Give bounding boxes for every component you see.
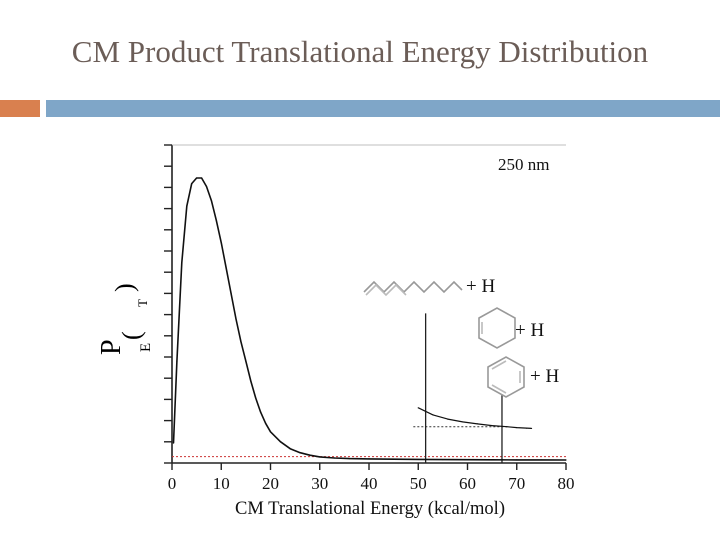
molecule-label-3: + H xyxy=(530,366,559,387)
data-point xyxy=(245,360,247,362)
molecule-label-2: + H xyxy=(515,320,544,341)
data-point xyxy=(432,414,434,416)
data-point xyxy=(279,441,281,443)
slide-title: CM Product Translational Energy Distribu… xyxy=(71,34,649,69)
data-series xyxy=(172,177,567,461)
x-axis-label: CM Translational Energy (kcal/mol) xyxy=(235,498,505,519)
data-point xyxy=(299,452,301,454)
data-point xyxy=(417,407,419,409)
data-point xyxy=(220,242,222,244)
svg-text:(: ( xyxy=(117,331,146,340)
data-point xyxy=(565,459,567,461)
data-point xyxy=(333,457,336,459)
data-point xyxy=(196,177,198,179)
data-point xyxy=(417,458,419,461)
data-point xyxy=(235,318,237,320)
data-point xyxy=(215,219,217,221)
svg-text:T: T xyxy=(135,299,150,307)
data-point xyxy=(176,360,178,362)
data-point xyxy=(540,459,542,461)
data-point xyxy=(516,459,518,461)
data-point xyxy=(260,411,262,413)
data-point xyxy=(172,442,175,444)
svg-text:P: P xyxy=(96,339,127,355)
data-point xyxy=(393,458,395,460)
x-tick-label-60: 60 xyxy=(459,474,476,493)
x-tick-label-30: 30 xyxy=(311,474,328,493)
data-point xyxy=(491,459,493,461)
linear-molecule-structure xyxy=(363,280,463,297)
x-tick-label-80: 80 xyxy=(558,474,575,493)
molecule-label-1: + H xyxy=(466,276,495,297)
reference-lines xyxy=(172,313,566,463)
data-point xyxy=(516,426,518,429)
data-point xyxy=(250,380,252,382)
cyclic-molecule-structure xyxy=(478,307,516,349)
x-tick-label-10: 10 xyxy=(213,474,230,493)
data-point xyxy=(264,422,267,424)
x-tick-label-0: 0 xyxy=(168,474,177,493)
data-point xyxy=(491,424,493,427)
y-ticks xyxy=(164,144,172,464)
data-point xyxy=(225,267,227,269)
data-point xyxy=(461,421,464,423)
data-point xyxy=(526,427,528,429)
data-point xyxy=(348,457,350,460)
x-tick-label-50: 50 xyxy=(410,474,427,493)
data-point xyxy=(476,423,478,425)
header-rule-bar xyxy=(46,100,720,117)
accent-bar xyxy=(0,100,40,117)
series-line-1 xyxy=(172,177,567,461)
series-line-2 xyxy=(418,407,532,429)
data-point xyxy=(230,293,232,295)
benzene-molecule-structure xyxy=(487,356,525,398)
data-point xyxy=(447,418,449,420)
data-point xyxy=(255,397,257,399)
data-point xyxy=(191,183,193,185)
data-point xyxy=(200,177,203,179)
data-point xyxy=(205,185,208,188)
x-tick-label-70: 70 xyxy=(508,474,525,493)
data-point xyxy=(186,205,188,207)
data-point xyxy=(269,431,272,433)
data-point xyxy=(319,456,321,458)
data-point xyxy=(442,458,444,461)
data-point xyxy=(240,340,242,343)
wavelength-annotation: 250 nm xyxy=(498,155,549,174)
data-point xyxy=(210,199,212,202)
data-point xyxy=(466,459,469,461)
data-point xyxy=(506,426,508,428)
x-ticks: 0 10 20 30 40 50 60 70 80 xyxy=(168,463,575,493)
data-point xyxy=(309,454,311,456)
svg-text:E: E xyxy=(138,343,154,352)
y-axis-label: P ( E T ) xyxy=(96,283,154,355)
data-point xyxy=(181,262,183,264)
x-tick-label-40: 40 xyxy=(361,474,378,493)
data-point xyxy=(368,458,370,460)
svg-text:): ) xyxy=(110,283,139,292)
data-point xyxy=(289,448,291,450)
x-tick-label-20: 20 xyxy=(262,474,279,493)
data-point xyxy=(530,427,533,430)
